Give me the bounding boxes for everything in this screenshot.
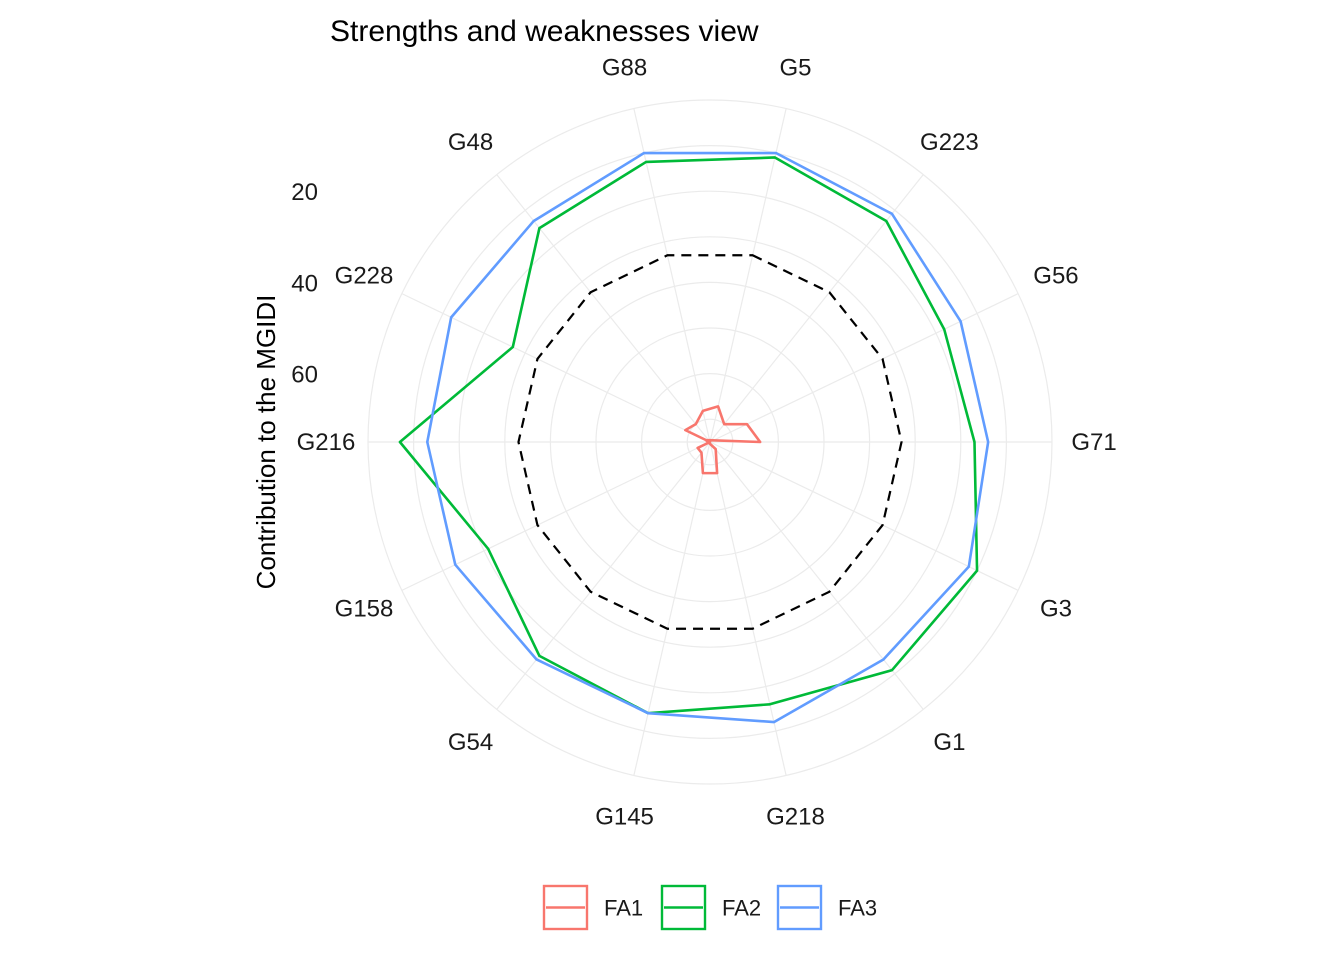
category-label: G145	[595, 803, 654, 830]
category-label: G223	[920, 129, 979, 156]
legend-label: FA2	[722, 896, 761, 921]
radial-tick-label: 40	[291, 270, 318, 297]
grid-spoke	[709, 441, 1019, 591]
grid-spoke	[709, 174, 924, 443]
category-label: G1	[933, 729, 965, 756]
category-label: G56	[1033, 262, 1078, 289]
grid-spoke	[709, 293, 1019, 443]
reference-polygon	[517, 254, 903, 630]
category-label: G228	[335, 262, 394, 289]
grid-spoke	[633, 441, 711, 776]
grid-spoke	[633, 108, 711, 443]
category-label: G3	[1040, 596, 1072, 623]
grid-spoke	[709, 108, 787, 443]
category-label: G216	[297, 429, 356, 456]
category-labels: G5 G223 G56 G71 G3 G1 G218 G145 G54 G158 G216 G228 G…	[297, 55, 1117, 831]
chart-title: Strengths and weaknesses view	[330, 15, 759, 48]
radial-tick-labels: 20 40 60	[291, 179, 318, 388]
series-line-fa3	[425, 151, 990, 724]
radial-tick-label: 20	[291, 179, 318, 206]
grid-spoke	[709, 441, 787, 776]
reference-line	[517, 254, 903, 630]
grid-spoke	[709, 441, 924, 710]
grid-spoke	[496, 441, 711, 710]
grid-spoke	[401, 293, 711, 443]
series-line-fa1	[684, 405, 762, 475]
category-label: G88	[602, 55, 647, 82]
category-label: G71	[1071, 429, 1116, 456]
category-label: G218	[766, 803, 825, 830]
legend-label: FA3	[838, 896, 877, 921]
radial-tick-label: 60	[291, 362, 318, 389]
category-label: G5	[779, 55, 811, 82]
category-label: G158	[335, 596, 394, 623]
legend: FA1 FA2 FA3	[542, 884, 877, 931]
legend-label: FA1	[604, 896, 643, 921]
category-label: G48	[448, 129, 493, 156]
grid-spoke	[401, 441, 711, 591]
grid-spoke	[496, 174, 711, 443]
series-lines	[398, 151, 990, 724]
polar-grid	[367, 99, 1053, 785]
y-axis-title: Contribution to the MGIDI	[251, 295, 281, 590]
category-label: G54	[448, 729, 493, 756]
